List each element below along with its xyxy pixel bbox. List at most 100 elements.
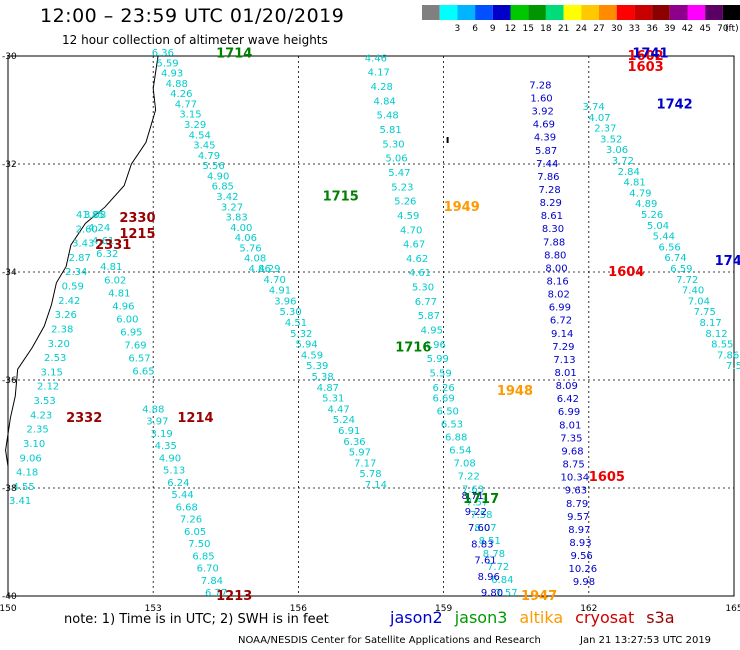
swh-value: 3.96 xyxy=(274,296,296,307)
page-title: 12:00 – 23:59 UTC 01/20/2019 xyxy=(40,5,345,27)
swh-value: 7.35 xyxy=(560,433,582,444)
swh-value: 4.18 xyxy=(16,468,38,479)
swh-value: 4.61 xyxy=(409,268,431,279)
swh-value: 7.29 xyxy=(552,342,574,353)
swh-value: 3.83 xyxy=(225,213,247,224)
swh-value: 8.83 xyxy=(471,539,493,550)
swh-value: 9.06 xyxy=(19,453,41,464)
colorbar-unit: (ft) xyxy=(725,24,739,34)
swh-value: 4.70 xyxy=(264,275,286,286)
swh-value: 5.87 xyxy=(535,146,557,157)
colorbar-swatch xyxy=(528,5,546,20)
pass-time-label: 1604 xyxy=(608,265,644,280)
swh-value: 5.04 xyxy=(647,221,669,232)
swh-value: 4.59 xyxy=(397,211,419,222)
swh-value: 5.94 xyxy=(295,340,317,351)
pass-time-label: 1605 xyxy=(589,470,625,485)
swh-value: 4.67 xyxy=(403,240,425,251)
swh-value: 4.69 xyxy=(533,120,555,131)
colorbar-swatch xyxy=(457,5,476,20)
colorbar-tick: 6 xyxy=(472,24,478,34)
swh-value: 8.30 xyxy=(542,224,564,235)
swh-value: 2.38 xyxy=(51,324,73,335)
lat-tick-label: -32 xyxy=(2,160,17,170)
swh-value: 8.01 xyxy=(559,420,581,431)
colorbar-tick: 15 xyxy=(522,24,533,34)
swh-value: 8.79 xyxy=(566,499,588,510)
swh-value: 8.96 xyxy=(478,572,500,583)
swh-value: 8.02 xyxy=(548,290,570,301)
swh-value: 9.98 xyxy=(573,577,595,588)
swh-value: 7.63 xyxy=(462,484,484,495)
swh-value: 3.53 xyxy=(34,396,56,407)
swh-value: 4.77 xyxy=(175,99,197,110)
colorbar-tick: 24 xyxy=(576,24,588,34)
swh-value: 7.61 xyxy=(474,556,496,567)
swh-value: 8.71 xyxy=(462,491,484,502)
footer-credit: NOAA/NESDIS Center for Satellite Applica… xyxy=(238,635,541,646)
swh-value: 4.79 xyxy=(629,188,651,199)
swh-value: 5.76 xyxy=(239,243,261,254)
swh-value: 7.57 xyxy=(466,497,488,508)
footer-note: note: 1) Time is in UTC; 2) SWH is in fe… xyxy=(64,612,329,627)
swh-value: 8.78 xyxy=(483,549,505,560)
swh-value: 5.87 xyxy=(418,311,440,322)
swh-value: 7.44 xyxy=(536,159,558,170)
swh-value: 10.34 xyxy=(560,473,589,484)
swh-value: 5.13 xyxy=(163,466,185,477)
swh-value: 3.20 xyxy=(48,339,70,350)
swh-value: 4.46 xyxy=(365,53,387,64)
swh-value: 4.70 xyxy=(400,225,422,236)
pass-time-label: 1213 xyxy=(216,589,252,604)
swh-value: 5.59 xyxy=(430,368,452,379)
swh-value: 8.09 xyxy=(556,381,578,392)
colorbar-tick: 3 xyxy=(455,24,461,34)
swh-value: 3.27 xyxy=(221,202,243,213)
swh-value: 6.53 xyxy=(441,420,463,431)
pass-time-label: 2331 xyxy=(95,238,131,253)
island-mark xyxy=(446,137,449,143)
colorbar-tick: 39 xyxy=(664,24,676,34)
pass-time-label: 1742 xyxy=(657,98,693,113)
swh-value: 4.87 xyxy=(317,383,339,394)
swh-value: 4.59 xyxy=(301,350,323,361)
swh-value: 7.58 xyxy=(470,510,492,521)
legend-jason3: jason3 xyxy=(454,608,508,627)
swh-value: 5.44 xyxy=(171,490,193,501)
swh-value: 7.26 xyxy=(180,515,202,526)
colorbar-swatch xyxy=(669,5,688,20)
swh-value: 8.00 xyxy=(545,263,567,274)
pass-time-label: 1215 xyxy=(119,227,155,242)
coastline xyxy=(5,55,449,467)
colorbar-swatch xyxy=(634,5,653,20)
swh-value: 6.00 xyxy=(116,314,138,325)
swh-value: 6.24 xyxy=(167,478,189,489)
swh-value: 6.36 xyxy=(152,48,174,59)
swh-value: 9.63 xyxy=(565,486,587,497)
colorbar-swatch xyxy=(687,5,706,20)
legend-cryosat: cryosat xyxy=(575,608,635,627)
swh-value: 8.12 xyxy=(705,329,727,340)
colorbar-swatch xyxy=(439,5,458,20)
swh-value: 3.92 xyxy=(532,107,554,118)
legend-s3a: s3a xyxy=(646,608,675,627)
swh-value: 6.74 xyxy=(664,253,686,264)
swh-value: 5.97 xyxy=(349,448,371,459)
swh-value: 7.57 xyxy=(495,588,517,599)
lon-tick-label: 165 xyxy=(725,604,740,614)
swh-value: 5.56 xyxy=(202,161,224,172)
swh-value: 4.08 xyxy=(244,254,266,265)
swh-value: 6.26 xyxy=(432,383,454,394)
swh-value: 3.08 xyxy=(84,210,106,221)
swh-value: 6.85 xyxy=(192,551,214,562)
swh-value: 4.79 xyxy=(198,151,220,162)
swh-value: 4.35 xyxy=(155,441,177,452)
swh-value: 8.01 xyxy=(554,368,576,379)
swh-value: 4.61 xyxy=(92,236,114,247)
swh-value: 4.62 xyxy=(406,254,428,265)
swh-value: 6.69 xyxy=(432,394,454,405)
swh-value: 4.95 xyxy=(421,326,443,337)
pass-time-label: 1717 xyxy=(463,492,499,507)
swh-value: 6.42 xyxy=(557,394,579,405)
